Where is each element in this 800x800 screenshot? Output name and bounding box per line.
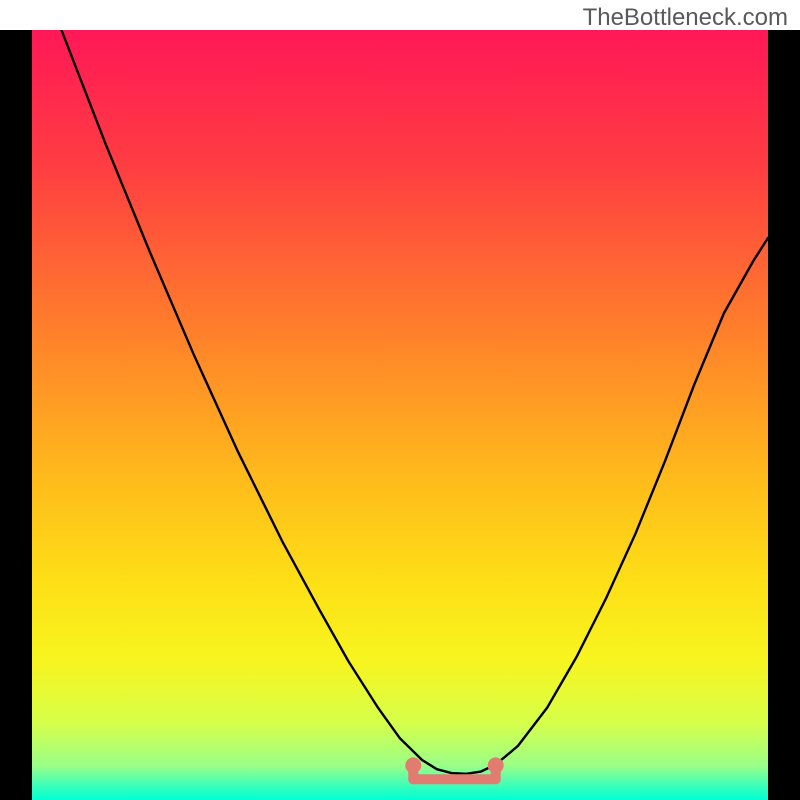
bottleneck-curve-chart xyxy=(0,30,800,800)
root-container: TheBottleneck.com xyxy=(0,0,800,800)
chart-area xyxy=(0,30,800,800)
watermark-text: TheBottleneck.com xyxy=(583,4,788,32)
